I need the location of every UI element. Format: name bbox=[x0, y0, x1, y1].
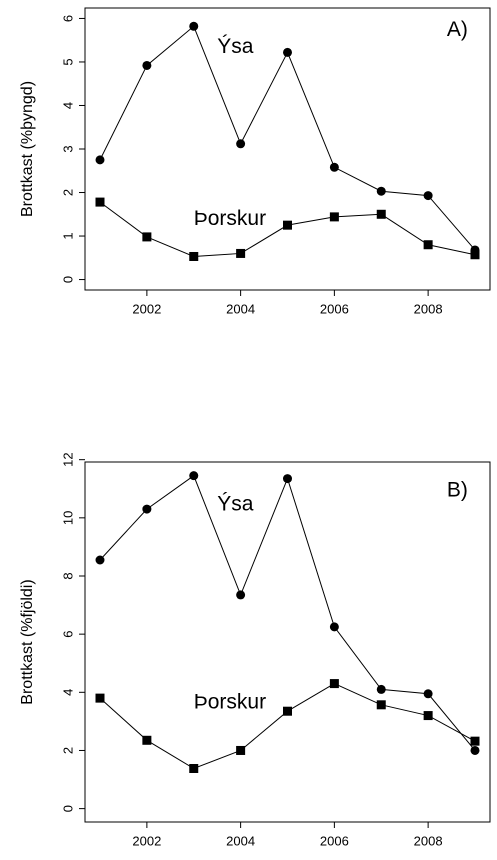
marker bbox=[236, 139, 246, 149]
marker bbox=[283, 220, 292, 230]
marker bbox=[142, 232, 152, 242]
y-tick-label: 6 bbox=[60, 631, 75, 638]
series-line bbox=[99, 683, 476, 770]
marker bbox=[236, 248, 246, 258]
marker bbox=[376, 700, 386, 710]
marker bbox=[142, 504, 152, 514]
marker bbox=[283, 47, 292, 57]
marker bbox=[423, 711, 433, 721]
marker bbox=[376, 684, 386, 694]
annotation: Ýsa bbox=[217, 35, 254, 58]
marker bbox=[142, 60, 152, 70]
marker bbox=[236, 745, 246, 755]
marker bbox=[423, 689, 433, 699]
y-tick-label: 8 bbox=[60, 572, 75, 579]
marker bbox=[376, 186, 386, 196]
y-tick-label: 2 bbox=[60, 189, 75, 196]
marker bbox=[329, 622, 339, 632]
y-tick-label: 4 bbox=[60, 689, 75, 696]
x-tick-label: 2006 bbox=[320, 833, 349, 848]
marker bbox=[423, 191, 433, 201]
y-tick-label: 10 bbox=[60, 511, 75, 525]
annotation: Þorskur bbox=[194, 207, 266, 230]
x-tick-label: 2008 bbox=[414, 833, 443, 848]
chart: 0 1 2 3 4 5 6 2002 2004 2006 2008 Brottkast (%þyngd… bbox=[19, 7, 491, 316]
marker bbox=[189, 251, 199, 261]
y-tick-label: 1 bbox=[60, 232, 75, 239]
marker bbox=[376, 209, 386, 219]
y-tick-label: 5 bbox=[60, 58, 75, 65]
marker bbox=[95, 155, 105, 165]
y-axis-label: Brottkast (%fjöldi) bbox=[19, 579, 36, 704]
chart: 0 2 4 6 8 10 12 2002 2004 2006 2008 Brottkast (%fjö… bbox=[19, 452, 491, 848]
marker bbox=[189, 763, 199, 773]
y-tick-label: 6 bbox=[60, 15, 75, 22]
y-tick-label: 3 bbox=[60, 145, 75, 152]
x-tick-label: 2004 bbox=[226, 301, 255, 316]
marker bbox=[95, 197, 105, 207]
marker bbox=[142, 735, 152, 745]
y-tick-label: 0 bbox=[60, 276, 75, 283]
y-tick-label: 12 bbox=[60, 452, 75, 466]
y-tick-label: 4 bbox=[60, 102, 75, 109]
marker bbox=[470, 736, 480, 746]
x-tick-label: 2002 bbox=[132, 301, 161, 316]
marker bbox=[470, 745, 480, 755]
marker bbox=[329, 212, 339, 222]
y-tick-label: 2 bbox=[60, 747, 75, 754]
series-line bbox=[99, 25, 476, 251]
y-tick-label: 0 bbox=[60, 805, 75, 812]
x-tick-label: 2008 bbox=[414, 301, 443, 316]
annotation: Ýsa bbox=[217, 493, 254, 516]
annotation: Þorskur bbox=[194, 691, 266, 714]
marker bbox=[329, 679, 339, 689]
marker bbox=[329, 162, 339, 172]
marker bbox=[95, 555, 105, 565]
y-axis-label: Brottkast (%þyngd) bbox=[19, 81, 36, 217]
x-tick-label: 2004 bbox=[226, 833, 255, 848]
annotation: A) bbox=[447, 18, 468, 41]
x-tick-label: 2002 bbox=[132, 833, 161, 848]
marker bbox=[283, 706, 292, 716]
annotation: B) bbox=[447, 478, 468, 501]
plot-box bbox=[84, 461, 491, 823]
marker bbox=[189, 471, 199, 481]
marker bbox=[470, 250, 480, 260]
marker bbox=[236, 590, 246, 600]
marker bbox=[283, 474, 292, 484]
marker bbox=[423, 240, 433, 250]
x-tick-label: 2006 bbox=[320, 301, 349, 316]
marker bbox=[189, 21, 199, 31]
marker bbox=[95, 693, 105, 703]
